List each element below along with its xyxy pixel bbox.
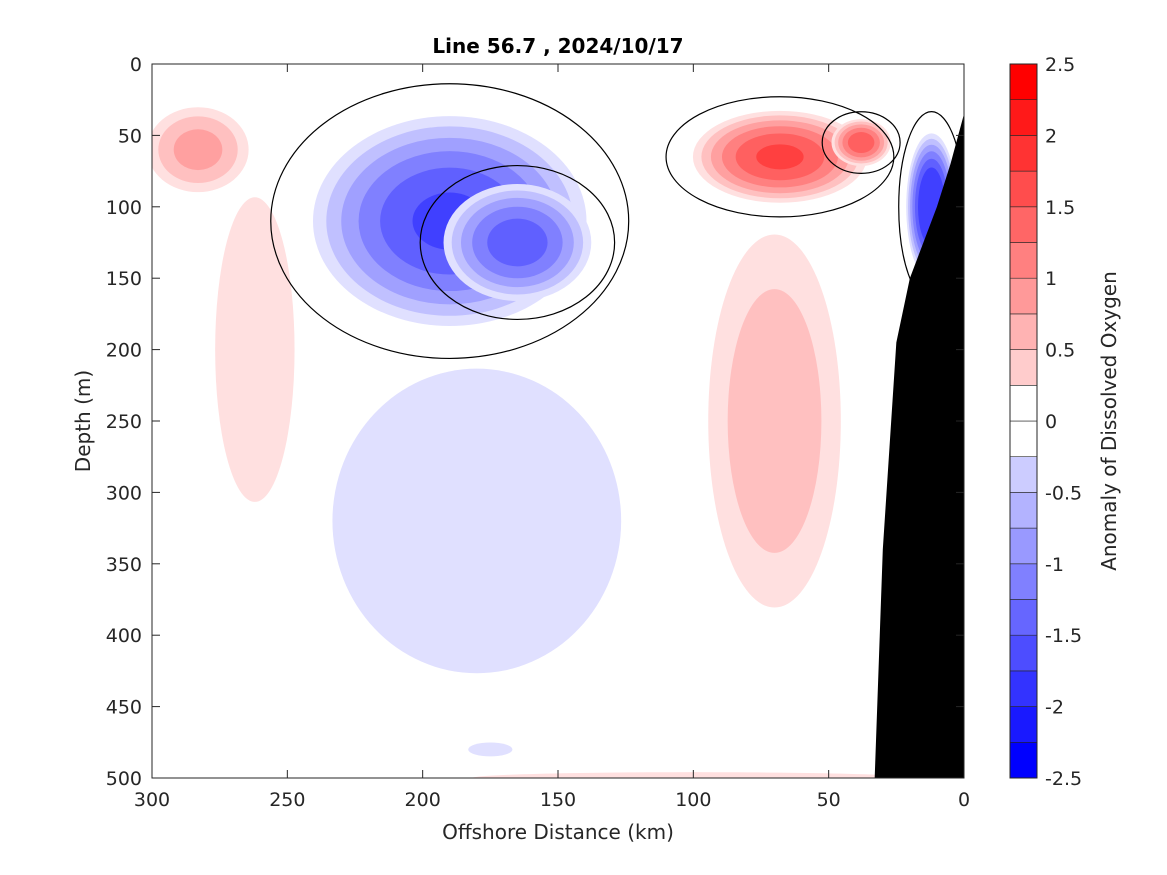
x-axis-label: Offshore Distance (km) — [442, 820, 674, 844]
x-tick-label-0: 300 — [134, 789, 170, 811]
contour-fill-positive-anomaly-offshore-west-2 — [173, 129, 223, 171]
colorbar-bin-7 — [1009, 492, 1038, 529]
x-tick-label-5: 50 — [817, 789, 841, 811]
x-tick-label-2: 200 — [405, 789, 441, 811]
contour-fill-negative-anomaly-deep-0 — [332, 368, 622, 674]
zero-contour-negative-anomaly-core-east — [419, 164, 616, 321]
colorbar-bin-16 — [1009, 170, 1038, 208]
colorbar-tick-label-0: 2.5 — [1045, 54, 1075, 76]
colorbar-tick-label-2: 1.5 — [1045, 197, 1075, 219]
x-tick-label-1: 250 — [269, 789, 305, 811]
contour-fill-positive-anomaly-nearshore-core-5 — [756, 144, 804, 170]
colorbar-frame — [1009, 63, 1038, 779]
y-tick-label-5: 250 — [106, 411, 142, 433]
colorbar-bin-11 — [1009, 349, 1038, 386]
colorbar-bin-4 — [1009, 599, 1038, 636]
contour-fill-positive-anomaly-nearshore-small-4 — [847, 132, 875, 154]
colorbar-bin-15 — [1009, 206, 1038, 243]
colorbar-bin-5 — [1009, 563, 1038, 600]
x-tick-label-3: 150 — [540, 789, 576, 811]
colorbar-bin-8 — [1009, 456, 1038, 493]
y-tick-label-0: 0 — [130, 54, 142, 76]
colorbar-tick-label-10: -2.5 — [1045, 768, 1082, 790]
colorbar-tick-label-9: -2 — [1045, 697, 1064, 719]
y-tick-label-6: 300 — [106, 482, 142, 504]
anomaly-field — [152, 107, 957, 778]
colorbar-bin-2 — [1009, 670, 1038, 707]
colorbar-tick-label-5: 0 — [1045, 411, 1057, 433]
colorbar: 2.5 2 1.5 1 0.5 0 -0.5 -1 -1.5 -2 -2.5 — [1009, 54, 1082, 790]
contour-fill-positive-anomaly-nearshore-column-1 — [727, 289, 822, 553]
colorbar-tick-label-6: -0.5 — [1045, 482, 1082, 504]
colorbar-bin-17 — [1009, 135, 1038, 172]
zero-contour-lines — [270, 83, 964, 360]
colorbar-bin-10 — [1009, 384, 1038, 422]
zero-contour-positive-anomaly-nearshore-core — [665, 96, 895, 218]
y-tick-label-3: 150 — [106, 268, 142, 290]
y-tick-label-1: 50 — [118, 125, 142, 147]
colorbar-bin-1 — [1009, 706, 1038, 743]
colorbar-bin-3 — [1009, 634, 1038, 672]
x-tick-label-4: 100 — [675, 789, 711, 811]
zero-contour-positive-anomaly-nearshore-small — [821, 111, 901, 174]
zero-contour-negative-anomaly-core — [270, 83, 630, 360]
colorbar-bin-9 — [1009, 420, 1038, 458]
contour-fill-positive-anomaly-offshore-column-0 — [215, 197, 295, 502]
x-axis-ticks: 300 250 200 150 100 50 0 — [134, 64, 970, 811]
y-tick-label-7: 350 — [106, 554, 142, 576]
y-axis-label: Depth (m) — [71, 370, 95, 472]
bathymetry-layer — [874, 113, 964, 778]
colorbar-tick-label-1: 2 — [1045, 125, 1057, 147]
colorbar-bin-18 — [1009, 99, 1038, 136]
seafloor-bathymetry — [874, 113, 964, 778]
colorbar-bin-19 — [1009, 63, 1038, 101]
colorbar-tick-label-8: -1.5 — [1045, 625, 1082, 647]
colorbar-bin-13 — [1009, 277, 1038, 315]
colorbar-bin-6 — [1009, 527, 1038, 565]
y-tick-label-9: 450 — [106, 697, 142, 719]
colorbar-bin-0 — [1009, 741, 1038, 779]
chart-title: Line 56.7 , 2024/10/17 — [432, 34, 683, 58]
colorbar-bin-14 — [1009, 242, 1038, 279]
y-tick-label-2: 100 — [106, 197, 142, 219]
colorbar-label: Anomaly of Dissolved Oxygen — [1097, 271, 1121, 571]
contour-fill-negative-anomaly-core-east-4 — [487, 218, 548, 267]
y-tick-label-8: 400 — [106, 625, 142, 647]
colorbar-tick-label-4: 0.5 — [1045, 340, 1075, 362]
contour-fill-negative-anomaly-bottom-0 — [468, 742, 513, 757]
colorbar-bin-12 — [1009, 313, 1038, 350]
y-tick-label-4: 200 — [106, 340, 142, 362]
colorbar-tick-label-3: 1 — [1045, 268, 1057, 290]
y-tick-label-10: 500 — [106, 768, 142, 790]
colorbar-tick-label-7: -1 — [1045, 554, 1064, 576]
y-axis-ticks: 0 50 100 150 200 250 300 350 400 450 500 — [106, 54, 964, 790]
x-tick-label-6: 0 — [958, 789, 970, 811]
